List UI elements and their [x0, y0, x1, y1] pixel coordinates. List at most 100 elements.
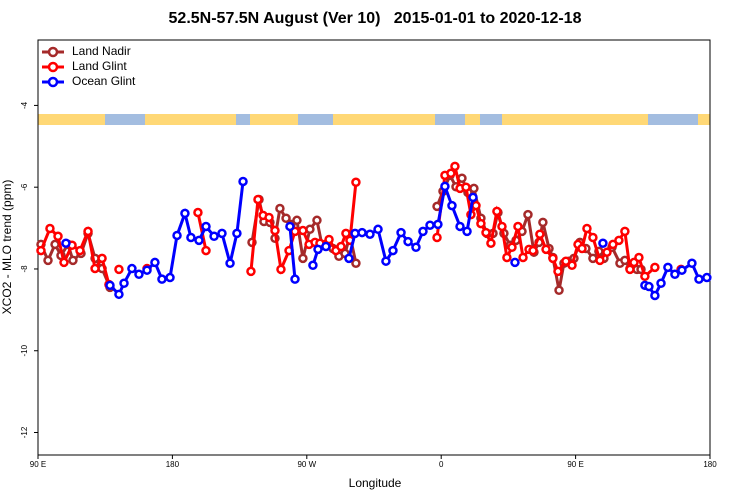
data-point	[365, 229, 375, 239]
data-point	[246, 266, 256, 277]
data-point	[134, 269, 144, 280]
data-point	[403, 236, 413, 247]
data-point	[351, 177, 361, 188]
data-point	[53, 231, 63, 242]
legend-label: Land Glint	[72, 59, 127, 73]
data-point	[614, 235, 624, 246]
data-point	[650, 290, 660, 301]
data-point	[548, 253, 558, 264]
data-point	[253, 194, 263, 205]
data-point	[388, 245, 398, 256]
data-point	[83, 226, 93, 237]
data-point	[127, 263, 137, 274]
chart-title: 52.5N-57.5N August (Ver 10) 2015-01-01 t…	[169, 10, 582, 27]
data-point	[36, 245, 46, 256]
data-point	[298, 253, 308, 264]
data-point	[194, 235, 204, 246]
data-point	[180, 208, 190, 219]
data-point	[541, 244, 551, 255]
data-point	[292, 215, 302, 226]
data-point	[450, 161, 460, 172]
y-tick-label: -8	[20, 265, 29, 273]
data-point	[476, 218, 486, 229]
data-point	[45, 223, 55, 234]
data-point	[270, 225, 280, 236]
data-point	[396, 227, 406, 238]
data-point	[468, 192, 478, 203]
data-point	[336, 241, 346, 252]
data-point	[535, 229, 545, 239]
data-point	[462, 226, 472, 237]
data-point	[446, 168, 456, 179]
data-point	[553, 266, 563, 277]
legend-marker	[47, 46, 59, 58]
data-point	[602, 247, 612, 257]
data-point	[567, 260, 577, 271]
data-point	[157, 274, 167, 284]
data-point	[595, 255, 605, 266]
data-point	[471, 200, 481, 211]
data-point	[43, 255, 53, 266]
data-point	[481, 227, 491, 238]
data-point	[290, 274, 300, 284]
legend-marker	[47, 76, 59, 88]
data-point	[702, 272, 712, 283]
x-tick-label: 90 E	[30, 460, 46, 469]
y-tick-label: -4	[20, 101, 29, 109]
data-point	[634, 252, 644, 263]
data-point	[114, 264, 124, 275]
data-point	[644, 281, 654, 292]
data-point	[381, 256, 391, 266]
data-point	[492, 206, 502, 217]
data-point	[281, 213, 291, 224]
ocean-patch	[105, 114, 145, 125]
data-point	[313, 244, 323, 255]
data-point	[90, 263, 100, 274]
data-point	[608, 239, 618, 250]
data-point	[312, 215, 322, 226]
data-point	[119, 278, 129, 289]
data-point	[68, 255, 78, 266]
data-point	[507, 242, 517, 253]
data-point	[582, 223, 592, 234]
data-point	[513, 221, 523, 232]
data-point	[264, 212, 274, 223]
data-point	[577, 243, 587, 254]
ocean-patch	[480, 114, 502, 125]
data-point	[510, 257, 520, 268]
data-point	[209, 231, 219, 242]
data-point	[440, 181, 450, 192]
data-point	[497, 221, 507, 232]
data-point	[232, 228, 242, 239]
data-point	[418, 226, 428, 237]
data-point	[217, 228, 227, 239]
data-point	[598, 238, 608, 248]
data-point	[650, 262, 660, 273]
land-strip-base	[38, 114, 710, 125]
data-point	[308, 260, 318, 271]
series-line	[288, 226, 297, 280]
data-point	[656, 278, 666, 289]
data-point	[344, 253, 354, 264]
legend-label: Ocean Glint	[72, 74, 136, 88]
data-point	[625, 264, 635, 275]
data-point	[433, 219, 443, 230]
y-tick-label: -12	[20, 426, 29, 438]
data-point	[523, 209, 533, 220]
data-point	[142, 265, 152, 275]
data-point	[105, 280, 115, 291]
x-tick-label: 90 E	[567, 460, 583, 469]
data-point	[298, 225, 308, 236]
data-point	[201, 221, 211, 232]
series	[61, 176, 712, 301]
data-point	[150, 257, 160, 268]
data-point	[186, 232, 196, 243]
data-point	[538, 217, 548, 228]
data-point	[373, 224, 383, 235]
data-point	[502, 252, 512, 263]
data-point	[561, 256, 571, 266]
legend-marker	[47, 61, 59, 73]
data-point	[193, 207, 203, 218]
data-point	[518, 252, 528, 263]
